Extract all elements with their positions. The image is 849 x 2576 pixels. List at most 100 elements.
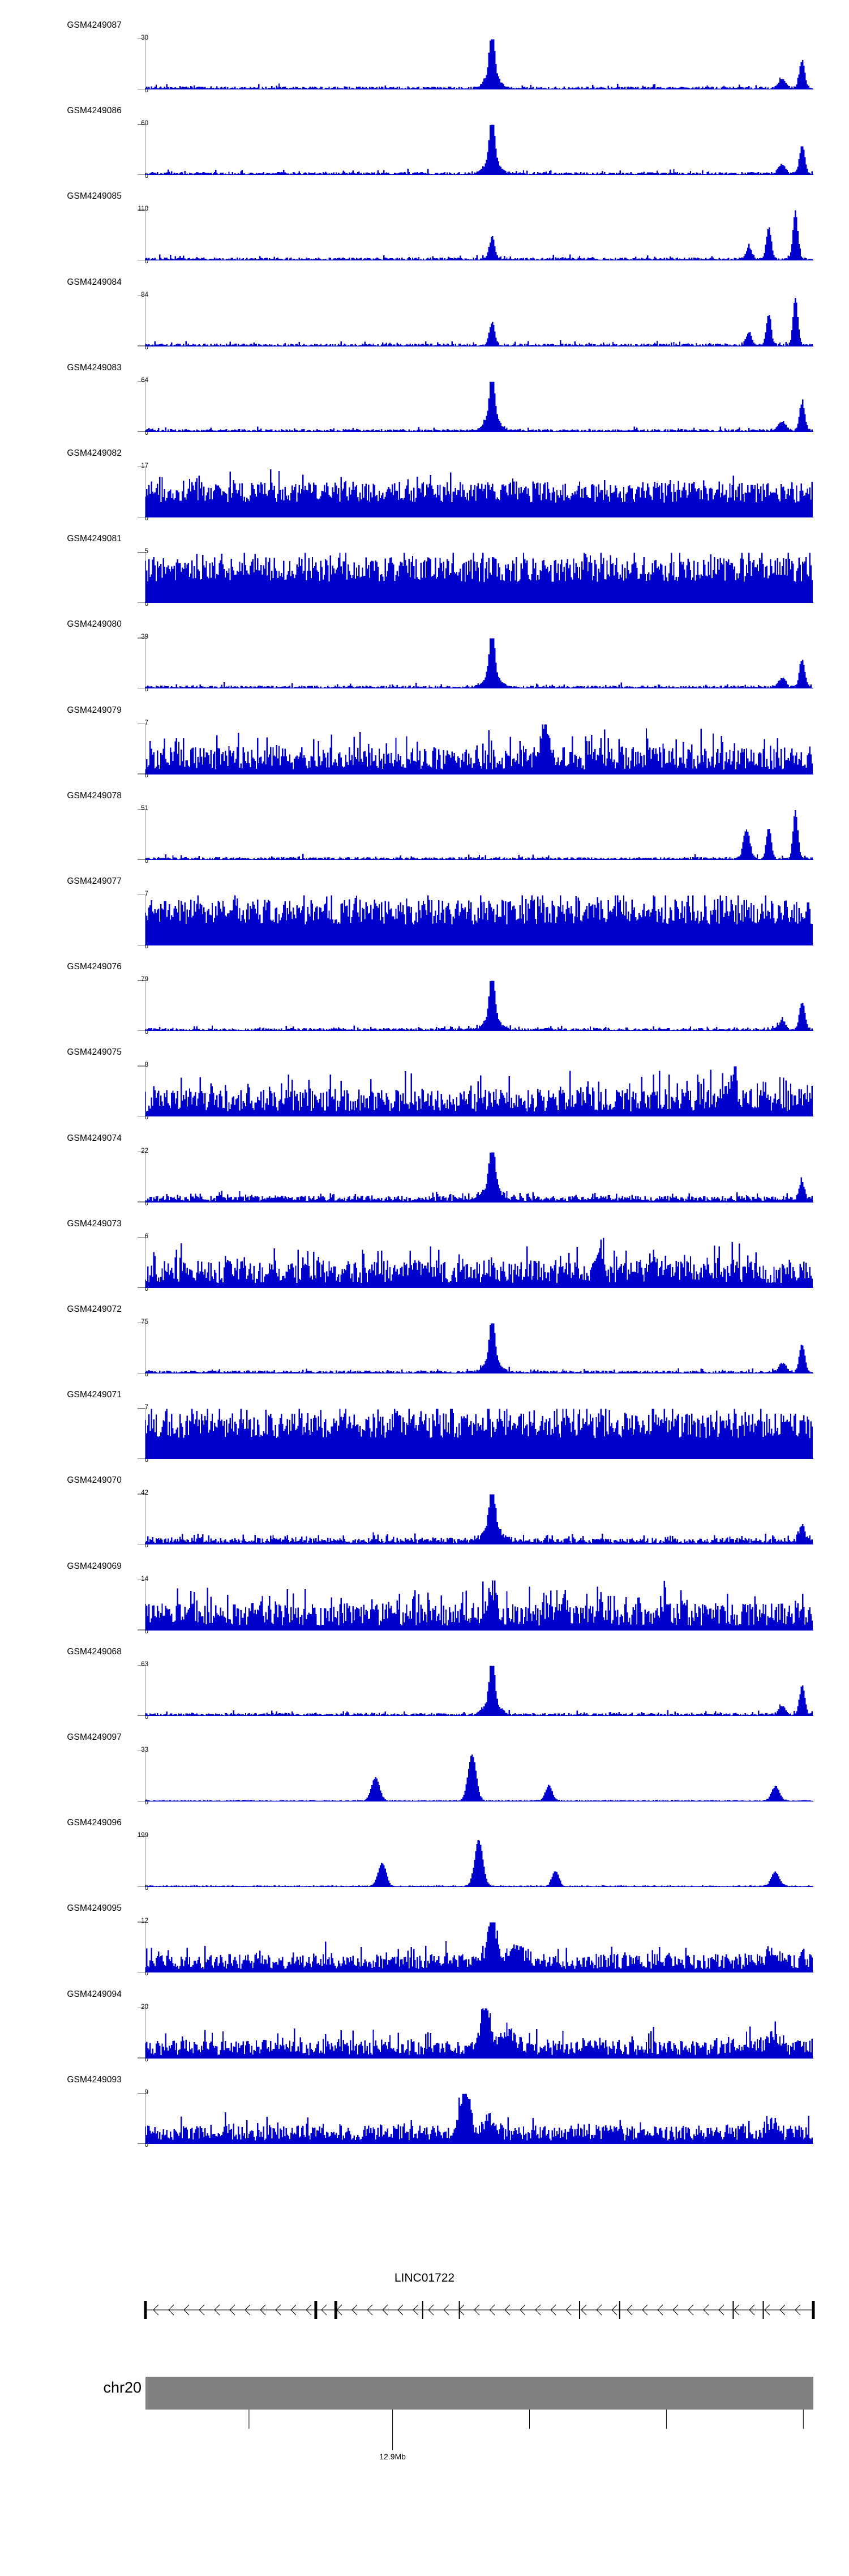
y-axis-max-label: 7: [144, 719, 148, 726]
coverage-plot[interactable]: [145, 895, 813, 945]
y-axis-max-label: 12: [141, 1918, 148, 1925]
coverage-track-gsm4249097[interactable]: GSM4249097 33 0: [0, 1728, 849, 1814]
y-axis-min-label: 0: [144, 1542, 148, 1550]
coverage-track-gsm4249081[interactable]: GSM4249081 5 0: [0, 529, 849, 615]
y-axis-tick-max: [138, 637, 145, 639]
y-axis-tick-min: [138, 1201, 145, 1203]
y-axis-min-label: 0: [144, 258, 148, 266]
coverage-track-gsm4249083[interactable]: GSM4249083 64 0: [0, 358, 849, 444]
y-axis-tick-min: [138, 1458, 145, 1460]
coverage-plot[interactable]: [145, 467, 813, 517]
coverage-plot[interactable]: [145, 552, 813, 604]
track-y-axis: 30 0: [122, 35, 148, 94]
track-label: GSM4249077: [67, 876, 122, 886]
track-label: GSM4249080: [67, 619, 122, 630]
coverage-track-gsm4249077[interactable]: GSM4249077 7 0: [0, 872, 849, 958]
svg-text:12.9Mb: 12.9Mb: [379, 2452, 406, 2461]
coverage-plot[interactable]: [145, 124, 813, 176]
y-axis-tick-min: [138, 773, 145, 774]
coverage-track-gsm4249084[interactable]: GSM4249084 84 0: [0, 273, 849, 359]
coverage-plot[interactable]: [145, 1836, 813, 1888]
y-axis-max-label: 64: [141, 376, 148, 384]
y-axis-max-label: 14: [141, 1575, 148, 1582]
coverage-track-gsm4249076[interactable]: GSM4249076 79 0: [0, 957, 849, 1043]
coverage-plot[interactable]: [145, 296, 813, 346]
coverage-track-gsm4249078[interactable]: GSM4249078 51 0: [0, 786, 849, 872]
coverage-track-gsm4249068[interactable]: GSM4249068 63 0: [0, 1642, 849, 1728]
coverage-plot[interactable]: [145, 209, 813, 261]
coverage-track-gsm4249080[interactable]: GSM4249080 39 0: [0, 615, 849, 701]
coverage-track-gsm4249082[interactable]: GSM4249082 17 0: [0, 444, 849, 530]
coverage-plot[interactable]: [145, 1237, 813, 1288]
track-label: GSM4249083: [67, 362, 122, 373]
coverage-track-gsm4249095[interactable]: GSM4249095 12 0: [0, 1899, 849, 1985]
coverage-track-gsm4249069[interactable]: GSM4249069 14 0: [0, 1557, 849, 1643]
coverage-plot[interactable]: [145, 1494, 813, 1545]
track-y-axis: 17 0: [122, 463, 148, 522]
track-y-axis: 20 0: [122, 2004, 148, 2063]
coverage-plot[interactable]: [145, 1580, 813, 1631]
y-axis-tick-max: [138, 552, 145, 553]
coverage-plot[interactable]: [145, 1751, 813, 1802]
coverage-plot[interactable]: [145, 2093, 813, 2144]
track-label: GSM4249097: [67, 1732, 122, 1742]
y-axis-min-label: 0: [144, 344, 148, 351]
coverage-track-gsm4249096[interactable]: GSM4249096 199 0: [0, 1813, 849, 1899]
y-axis-max-label: 30: [141, 35, 148, 41]
y-axis-min-label: 0: [144, 1285, 148, 1293]
coverage-plot[interactable]: [145, 724, 813, 774]
y-axis-tick-min: [138, 345, 145, 346]
track-y-axis: 110 0: [122, 206, 148, 265]
y-axis-min-label: 0: [144, 1970, 148, 1978]
track-label: GSM4249071: [67, 1390, 122, 1400]
track-label: GSM4249085: [67, 191, 122, 202]
coverage-plot[interactable]: [145, 1066, 813, 1117]
y-axis-min-label: 0: [144, 1200, 148, 1207]
coverage-plot[interactable]: [145, 1665, 813, 1716]
y-axis-tick-min: [138, 1629, 145, 1631]
y-axis-tick-min: [138, 2057, 145, 2059]
coverage-track-gsm4249094[interactable]: GSM4249094 20 0: [0, 1985, 849, 2071]
track-label: GSM4249079: [67, 705, 122, 715]
coverage-plot[interactable]: [145, 637, 813, 689]
coverage-track-gsm4249085[interactable]: GSM4249085 110 0: [0, 187, 849, 273]
y-axis-max-label: 75: [141, 1319, 148, 1325]
y-axis-tick-max: [138, 1236, 145, 1238]
track-y-axis: 75 0: [122, 1319, 148, 1378]
track-label: GSM4249087: [67, 20, 122, 30]
track-label: GSM4249094: [67, 1989, 122, 1999]
track-y-axis: 199 0: [122, 1832, 148, 1892]
coverage-plot[interactable]: [145, 809, 813, 860]
coverage-track-gsm4249074[interactable]: GSM4249074 22 0: [0, 1129, 849, 1215]
coverage-track-gsm4249073[interactable]: GSM4249073 6 0: [0, 1214, 849, 1300]
coverage-track-gsm4249093[interactable]: GSM4249093 9 0: [0, 2070, 849, 2156]
coverage-track-gsm4249079[interactable]: GSM4249079 7 0: [0, 701, 849, 787]
track-label: GSM4249076: [67, 962, 122, 972]
coverage-track-gsm4249075[interactable]: GSM4249075 8 0: [0, 1043, 849, 1129]
coverage-plot[interactable]: [145, 2008, 813, 2059]
coverage-plot[interactable]: [145, 1408, 813, 1460]
track-label: GSM4249082: [67, 448, 122, 458]
coverage-track-gsm4249070[interactable]: GSM4249070 42 0: [0, 1471, 849, 1557]
y-axis-min-label: 0: [144, 87, 148, 94]
gene-model-glyph: [0, 2294, 849, 2328]
coverage-plot[interactable]: [145, 1152, 813, 1203]
track-y-axis: 84 0: [122, 292, 148, 351]
track-label: GSM4249075: [67, 1047, 122, 1058]
track-y-axis: 63 0: [122, 1661, 148, 1721]
coverage-plot[interactable]: [145, 1922, 813, 1973]
coverage-track-gsm4249086[interactable]: GSM4249086 60 0: [0, 101, 849, 187]
coverage-track-gsm4249087[interactable]: GSM4249087 30 0: [0, 16, 849, 102]
coverage-plot[interactable]: [145, 381, 813, 432]
coverage-track-gsm4249071[interactable]: GSM4249071 7 0: [0, 1385, 849, 1471]
y-axis-max-label: 7: [144, 1404, 148, 1411]
coverage-track-gsm4249072[interactable]: GSM4249072 75 0: [0, 1300, 849, 1386]
coverage-plot[interactable]: [145, 980, 813, 1032]
coverage-plot[interactable]: [145, 38, 813, 89]
y-axis-min-label: 0: [144, 686, 148, 694]
y-axis-min-label: 0: [144, 2056, 148, 2063]
coverage-plot[interactable]: [145, 1323, 813, 1373]
